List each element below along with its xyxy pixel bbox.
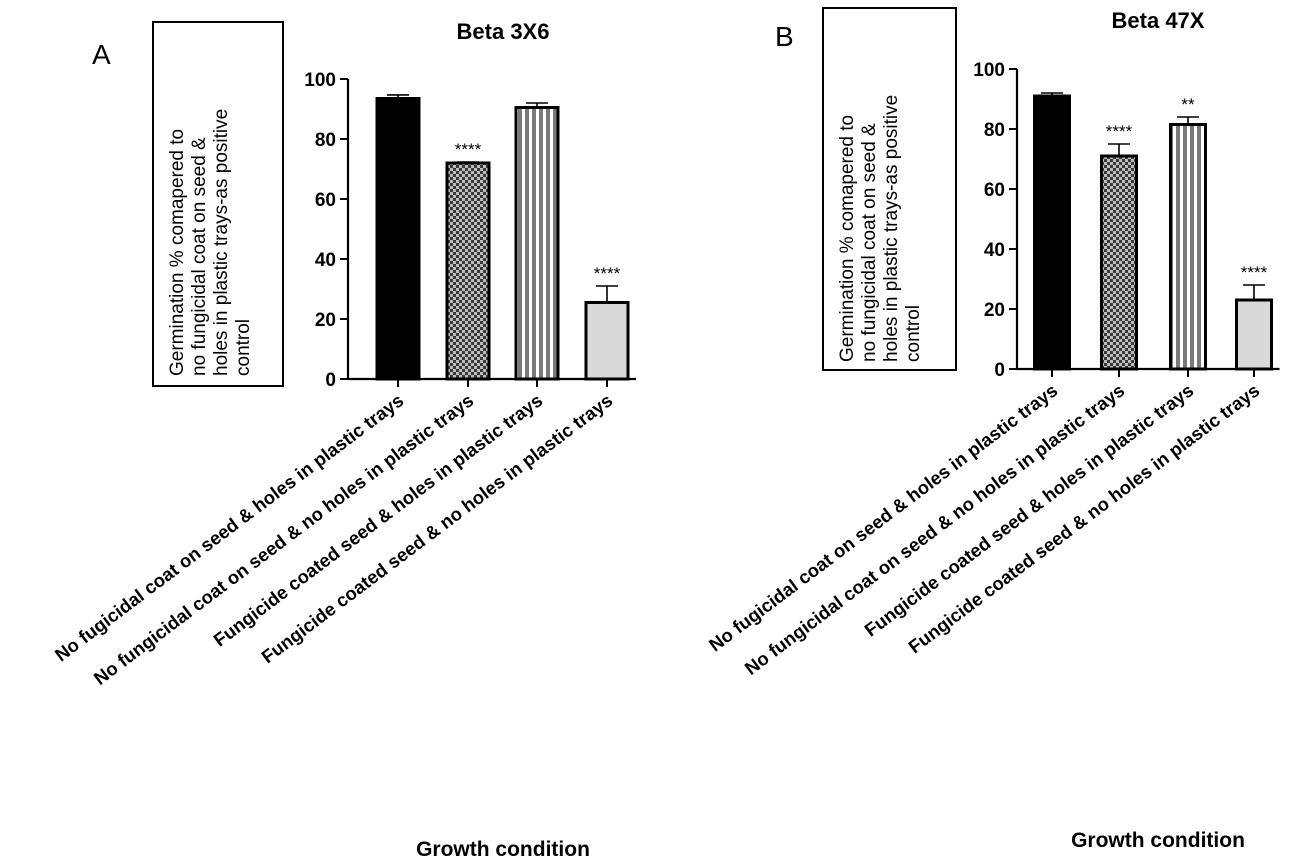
- panel-letter-b: B: [775, 21, 794, 52]
- y-tick-label: 0: [325, 370, 336, 391]
- y-axis-label-a-line-2: no fungicidal coat on seed &: [189, 137, 210, 376]
- y-tick-label: 60: [984, 180, 1005, 201]
- y-tick-label: 100: [304, 70, 336, 91]
- bar: [1100, 154, 1138, 371]
- bar: [1235, 298, 1273, 371]
- y-axis-label-b: Germination % comapered to no fungicidal…: [837, 90, 924, 362]
- y-tick-label: 40: [315, 250, 336, 271]
- bar: [1033, 94, 1071, 371]
- y-axis-label-a: Germination % comapered to no fungicidal…: [167, 104, 254, 376]
- significance-label: ****: [594, 264, 621, 283]
- y-tick-label: 80: [984, 120, 1005, 141]
- y-tick-label: 0: [994, 360, 1005, 381]
- panel-a: A Beta 3X6 Germination % comapered to no…: [92, 19, 590, 861]
- bar: [584, 301, 630, 381]
- significance-label: ****: [455, 140, 482, 159]
- significance-label: ****: [1241, 263, 1268, 282]
- y-tick-label: 20: [315, 310, 336, 331]
- chart-title-b: Beta 47X: [1112, 8, 1205, 33]
- significance-label: **: [1181, 95, 1195, 114]
- x-axis-label-b: Growth condition: [1071, 829, 1245, 852]
- panel-letter-a: A: [92, 39, 111, 70]
- y-tick-label: 40: [984, 240, 1005, 261]
- panel-b: B Beta 47X Germination % comapered to no…: [775, 7, 1245, 852]
- y-tick-label: 80: [315, 130, 336, 151]
- y-axis-label-a-line-3: holes in plastic trays-as positive: [211, 109, 232, 376]
- y-axis-label-a-line-1: Germination % comapered to: [167, 129, 188, 376]
- x-axis-label-a: Growth condition: [416, 838, 590, 861]
- x-tick-label: Fungicide coated seed & holes in plastic…: [209, 389, 546, 650]
- bar: [1169, 123, 1207, 371]
- y-axis-label-b-line-2: no fungicidal coat on seed &: [859, 123, 880, 362]
- y-axis-label-box-a: [152, 21, 284, 387]
- y-axis-label-a-line-4: control: [233, 319, 254, 376]
- y-axis-label-box-b: [822, 7, 957, 371]
- chart-title-a: Beta 3X6: [457, 19, 550, 44]
- significance-label: ****: [1106, 122, 1133, 141]
- y-tick-label: 20: [984, 300, 1005, 321]
- y-tick-label: 60: [315, 190, 336, 211]
- bar: [514, 106, 560, 381]
- y-axis-label-b-line-1: Germination % comapered to: [837, 115, 858, 362]
- y-axis-label-b-line-4: control: [903, 305, 924, 362]
- y-axis-label-b-line-3: holes in plastic trays-as positive: [881, 95, 902, 362]
- bar: [375, 97, 421, 381]
- bar: [445, 161, 491, 381]
- y-tick-label: 100: [973, 60, 1005, 81]
